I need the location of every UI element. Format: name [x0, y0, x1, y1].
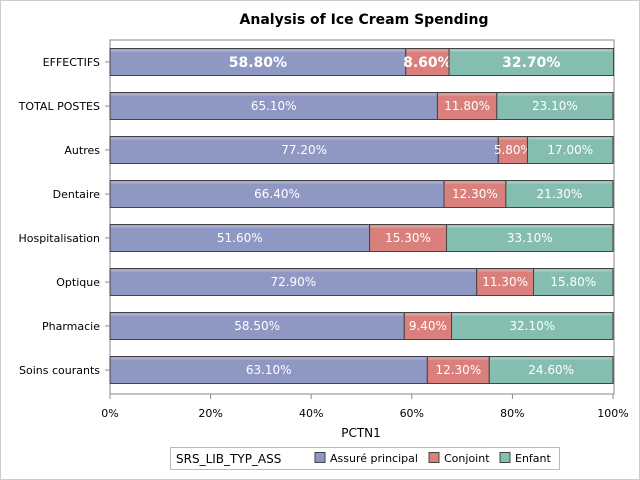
y-tick-label: Soins courants: [19, 364, 100, 377]
data-label: 15.30%: [385, 231, 431, 245]
bar-highlight: [405, 313, 451, 316]
data-label: 51.60%: [217, 231, 263, 245]
legend-swatch: [314, 452, 326, 463]
x-axis-label: PCTN1: [341, 426, 381, 440]
y-tick-label: Hospitalisation: [19, 232, 101, 245]
bar-highlight: [534, 269, 612, 272]
data-label: 11.30%: [482, 275, 528, 289]
legend-box: [170, 447, 560, 470]
bar-highlight: [490, 357, 612, 360]
bar-segment: [497, 136, 528, 164]
data-label: 12.30%: [452, 187, 498, 201]
bar-highlight: [111, 181, 443, 184]
bar-segment: [446, 224, 614, 252]
x-tick-label: 80%: [500, 407, 524, 420]
y-tick-label: Optique: [56, 276, 100, 289]
data-label: 66.40%: [254, 187, 300, 201]
legend-item-label: Assuré principal: [330, 452, 418, 465]
data-label: 17.00%: [547, 143, 593, 157]
bar-segment: [109, 312, 405, 340]
bar-segment: [448, 48, 615, 76]
legend: SRS_LIB_TYP_ASS Assuré principal Conjoint…: [170, 447, 560, 470]
data-label: 32.70%: [502, 55, 560, 71]
legend-title: SRS_LIB_TYP_ASS: [176, 452, 281, 466]
data-label: 58.80%: [229, 55, 287, 71]
bar-highlight: [406, 49, 449, 52]
y-tick-label: TOTAL POSTES: [18, 100, 100, 113]
legend-swatch: [499, 452, 511, 463]
chart-title: Analysis of Ice Cream Spending: [240, 12, 489, 28]
data-label: 58.50%: [234, 319, 280, 333]
bar-segment: [109, 224, 371, 252]
bar-highlight: [111, 49, 405, 52]
bar-segment: [488, 356, 614, 384]
bar-highlight: [111, 137, 498, 140]
y-tick-label: EFFECTIFS: [43, 56, 100, 69]
bar-highlight: [497, 93, 612, 96]
data-label: 32.10%: [509, 319, 555, 333]
bar-segment: [526, 136, 614, 164]
bar-highlight: [452, 313, 612, 316]
bar-highlight: [477, 269, 533, 272]
data-label: 8.60%: [403, 55, 452, 71]
data-label: 24.60%: [528, 363, 574, 377]
data-label: 33.10%: [507, 231, 553, 245]
bar-highlight: [438, 93, 496, 96]
data-label: 21.30%: [537, 187, 583, 201]
data-label: 23.10%: [532, 99, 578, 113]
data-label: 63.10%: [246, 363, 292, 377]
bar-highlight: [450, 49, 613, 52]
data-label: 65.10%: [251, 99, 297, 113]
y-tick-label: Autres: [64, 144, 100, 157]
bar-segment: [443, 180, 507, 208]
y-tick-label: Dentaire: [53, 188, 101, 201]
bar-highlight: [111, 357, 427, 360]
bar-highlight: [111, 225, 369, 228]
x-tick-label: 0%: [101, 407, 118, 420]
bar-segment: [505, 180, 614, 208]
bar-segment: [369, 224, 448, 252]
bar-segment: [109, 48, 407, 76]
data-label: 11.80%: [444, 99, 490, 113]
bar-segment: [109, 356, 428, 384]
data-label: 5.80%: [494, 143, 532, 157]
bar-highlight: [111, 313, 404, 316]
data-label: 77.20%: [281, 143, 327, 157]
bar-segment: [476, 268, 535, 296]
bar-segment: [403, 312, 453, 340]
bar-segment: [496, 92, 614, 120]
bar-segment: [109, 180, 445, 208]
plot-frame: [109, 39, 615, 395]
legend-item-label: Conjoint: [444, 452, 490, 465]
bar-highlight: [499, 137, 527, 140]
x-tick-label: 60%: [400, 407, 424, 420]
data-label: 9.40%: [409, 319, 447, 333]
y-tick-label: Pharmacie: [42, 320, 100, 333]
legend-swatch: [428, 452, 440, 463]
bar-segment: [451, 312, 614, 340]
bar-highlight: [447, 225, 612, 228]
bar-highlight: [444, 181, 505, 184]
data-label: 72.90%: [270, 275, 316, 289]
bar-highlight: [111, 93, 437, 96]
data-label: 12.30%: [435, 363, 481, 377]
data-label: 15.80%: [550, 275, 596, 289]
x-tick-label: 20%: [198, 407, 222, 420]
bar-segment: [436, 92, 498, 120]
x-tick-label: 100%: [597, 407, 628, 420]
bar-segment: [109, 268, 478, 296]
bar-segment: [533, 268, 614, 296]
bar-highlight: [370, 225, 446, 228]
legend-item-label: Enfant: [515, 452, 552, 465]
x-tick-label: 40%: [299, 407, 323, 420]
bar-highlight: [528, 137, 612, 140]
bar-highlight: [506, 181, 612, 184]
bar-highlight: [111, 269, 476, 272]
bar-highlight: [428, 357, 489, 360]
